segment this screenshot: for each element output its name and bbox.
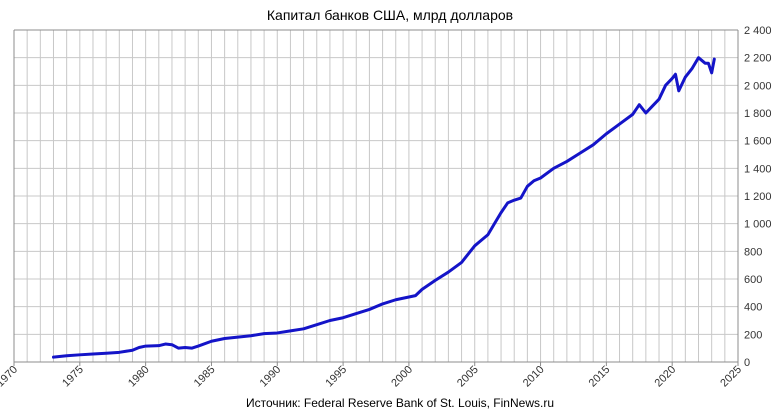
y-tick-label: 0 bbox=[744, 357, 750, 369]
x-tick-label: 2000 bbox=[389, 364, 415, 390]
y-tick-label: 1 200 bbox=[744, 191, 772, 203]
x-tick-label: 2025 bbox=[718, 364, 744, 390]
x-tick-label: 2015 bbox=[587, 364, 613, 390]
x-tick-label: 1975 bbox=[60, 364, 86, 390]
x-axis-tick-labels: 1970 1975 1980 1985 1990 1995 2000 2005 2010 2015… bbox=[0, 362, 744, 389]
x-tick-label: 1995 bbox=[323, 364, 349, 390]
y-tick-label: 400 bbox=[744, 302, 762, 314]
y-tick-label: 600 bbox=[744, 274, 762, 286]
y-tick-label: 200 bbox=[744, 329, 762, 341]
y-tick-label: 1 400 bbox=[744, 163, 772, 175]
y-tick-label: 2 400 bbox=[744, 25, 772, 37]
x-tick-label: 2005 bbox=[455, 364, 481, 390]
y-tick-label: 2 200 bbox=[744, 53, 772, 65]
x-tick-label: 1970 bbox=[0, 364, 20, 390]
series-line bbox=[51, 56, 716, 359]
x-tick-label: 1990 bbox=[258, 364, 284, 390]
y-tick-label: 1 800 bbox=[744, 108, 772, 120]
y-tick-label: 1 000 bbox=[744, 219, 772, 231]
chart-title: Капитал банков США, млрд долларов bbox=[267, 7, 513, 23]
y-axis-tick-labels: 0 200 400 600 800 1 000 1 200 1 400 1 600 1 800 2 … bbox=[744, 25, 772, 369]
grid bbox=[13, 29, 739, 363]
y-tick-label: 2 000 bbox=[744, 80, 772, 92]
x-tick-label: 2020 bbox=[653, 364, 679, 390]
x-tick-label: 1985 bbox=[192, 364, 218, 390]
source-note: Источник: Federal Reserve Bank of St. Lo… bbox=[246, 396, 554, 410]
y-tick-label: 800 bbox=[744, 246, 762, 258]
x-tick-label: 2010 bbox=[521, 364, 547, 390]
axes bbox=[13, 29, 739, 363]
y-tick-label: 1 600 bbox=[744, 136, 772, 148]
x-tick-label: 1980 bbox=[126, 364, 152, 390]
